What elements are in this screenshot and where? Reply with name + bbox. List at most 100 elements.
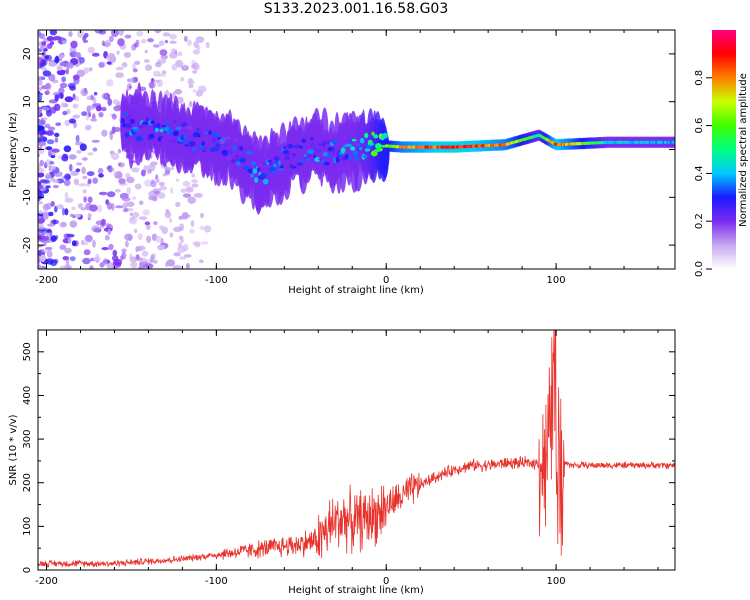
ridge-core xyxy=(269,166,276,173)
spectrogram-noise-blob xyxy=(177,51,183,57)
spectrogram-noise-blob xyxy=(170,167,175,170)
spectrogram-noise-blob xyxy=(60,102,67,108)
ridge-core xyxy=(226,155,232,162)
spectrogram-noise-blob xyxy=(53,171,63,177)
spectrogram-noise-blob xyxy=(82,175,88,180)
spectrogram-noise-blob xyxy=(179,256,187,260)
ridge-core xyxy=(221,149,229,156)
spectrogram-noise-blob xyxy=(198,259,204,264)
spectrogram-noise-blob xyxy=(66,258,70,266)
spectrogram-noise-blob xyxy=(111,30,119,37)
ridge-core xyxy=(232,145,237,150)
ridge-core xyxy=(151,117,157,121)
ridge-core xyxy=(265,172,269,177)
spectrogram-noise-blob xyxy=(94,30,104,34)
spectrogram-noise-blob xyxy=(91,52,100,57)
spectrogram-noise-blob xyxy=(180,77,184,82)
ridge-core xyxy=(373,134,379,139)
spectrogram-noise-blob xyxy=(66,233,75,238)
spectrogram-y-axis-label: Frequency (Hz) xyxy=(8,112,19,188)
snr-x-tick-label: -200 xyxy=(35,576,58,587)
ridge-core xyxy=(186,125,193,131)
spectrogram-noise-blob xyxy=(59,244,67,250)
spectrogram-noise-blob xyxy=(130,261,138,269)
ridge-core xyxy=(348,153,352,160)
spectrogram-noise-blob xyxy=(69,85,76,91)
spectrogram-noise-blob xyxy=(152,188,162,194)
spectrogram-noise-blob xyxy=(70,170,79,176)
ridge-core xyxy=(239,157,246,164)
spectrogram-noise-blob xyxy=(121,197,131,202)
spectrogram-noise-blob xyxy=(113,171,118,176)
colorbar: 0.0 0.2 0.4 0.6 0.8 Normalized spectral ampl… xyxy=(694,30,749,277)
spectrogram-noise-blob xyxy=(174,88,182,95)
spectrogram-noise-blob xyxy=(110,152,120,160)
spectrogram-noise-blob xyxy=(136,30,144,37)
spectrogram-noise-blob xyxy=(180,238,184,243)
snr-y-tick-label: 500 xyxy=(22,342,33,361)
spectrogram-noise-blob xyxy=(107,165,113,173)
spectrogram-noise-blob xyxy=(137,233,143,241)
spectrogram-noise-blob xyxy=(135,39,140,45)
spectrogram-noise-blob xyxy=(59,62,66,67)
spectrogram-noise-blob xyxy=(84,32,89,38)
spectrogram-noise-blob xyxy=(157,73,167,77)
spectrogram-noise-blob xyxy=(123,52,132,58)
spectrogram-noise-blob xyxy=(122,208,128,213)
ridge-core xyxy=(156,122,161,129)
spectrogram-noise-blob xyxy=(138,265,146,269)
ridge-core xyxy=(201,141,205,146)
spectrogram-noise-blob xyxy=(53,258,59,264)
spectrogram-noise-blob xyxy=(165,89,170,96)
spectrogram-noise-blob xyxy=(51,148,60,153)
spectrogram-noise-blob xyxy=(38,125,45,131)
spectrogram-noise-blob xyxy=(46,232,51,237)
spectrogram-noise-blob xyxy=(74,213,81,218)
spectrogram-noise-blob xyxy=(38,118,42,126)
spectrogram-noise-blob xyxy=(80,88,89,97)
spectrogram-noise-blob xyxy=(38,167,45,173)
ridge-core xyxy=(322,152,328,157)
spectrogram-noise-blob xyxy=(40,235,50,241)
spectrogram-noise-blob xyxy=(41,41,47,46)
ridge-core xyxy=(161,124,166,128)
ridge-core xyxy=(122,123,127,128)
ridge-core xyxy=(124,132,130,138)
spectrogram-noise-blob xyxy=(157,192,166,199)
ridge-core xyxy=(186,140,190,145)
spectrogram-noise-blob xyxy=(191,183,199,188)
spectrogram-noise-blob xyxy=(63,145,72,153)
spectrogram-noise-blob xyxy=(65,62,74,69)
ridge-core xyxy=(345,143,352,147)
spectrogram-noise-blob xyxy=(133,228,138,234)
snr-y-axis-label: SNR (10 * v/v) xyxy=(8,414,19,485)
ridge-core xyxy=(299,145,303,149)
spectrogram-noise-blob xyxy=(89,204,98,212)
spectrogram-noise-blob xyxy=(89,104,96,110)
spectrogram-noise-blob xyxy=(169,33,178,40)
spectrogram-noise-blob xyxy=(191,179,198,184)
snr-y-tick-label: 300 xyxy=(22,430,33,449)
spectrogram-noise-blob xyxy=(144,179,152,187)
ridge-core xyxy=(296,162,303,166)
spectrogram-noise-blob xyxy=(115,205,124,209)
ridge-core xyxy=(359,147,363,151)
ridge-core xyxy=(125,123,132,129)
spectrogram-noise-blob xyxy=(107,228,112,235)
spectrogram-noise-blob xyxy=(38,87,43,91)
spectrogram-noise-blob xyxy=(64,96,74,103)
spectrogram-noise-blob xyxy=(158,181,165,187)
spectrogram-noise-blob xyxy=(75,134,80,143)
spectrogram-noise-blob xyxy=(144,49,148,54)
spectrogram-noise-blob xyxy=(48,61,57,67)
spectrogram-noise-blob xyxy=(152,259,158,264)
spectrogram-noise-blob xyxy=(61,155,69,162)
spectrogram-noise-blob xyxy=(181,211,189,220)
spectrogram-noise-blob xyxy=(40,248,49,254)
spectrogram-noise-blob xyxy=(48,126,56,131)
spectrogram-noise-blob xyxy=(81,242,89,246)
spectrogram-noise-blob xyxy=(192,89,197,93)
ridge-core xyxy=(172,130,179,137)
ridge-core xyxy=(212,138,216,143)
spectrogram-noise-blob xyxy=(145,224,151,231)
